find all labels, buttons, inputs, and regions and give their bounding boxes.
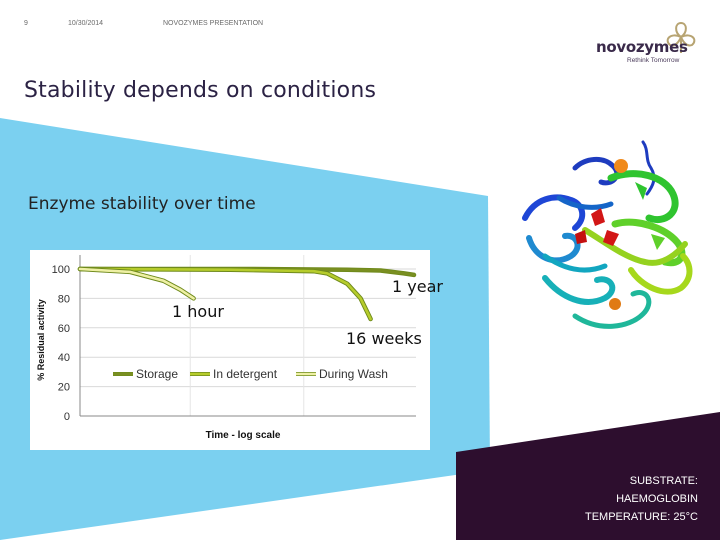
slide-number: 9 bbox=[24, 20, 28, 27]
y-tick-label: 0 bbox=[64, 411, 70, 423]
axes bbox=[79, 255, 416, 417]
legend-label: In detergent bbox=[213, 367, 278, 381]
experiment-conditions: SUBSTRATE: HAEMOGLOBIN TEMPERATURE: 25°C bbox=[585, 472, 698, 526]
presentation-name: NOVOZYMES PRESENTATION bbox=[163, 20, 264, 27]
dark-purple-panel bbox=[456, 412, 720, 540]
logo-tagline: Rethink Tomorrow bbox=[627, 57, 680, 64]
y-tick-label: 40 bbox=[58, 352, 70, 364]
y-tick-labels: 0 20 40 60 80 100 bbox=[52, 264, 70, 423]
series-lines bbox=[77, 266, 417, 322]
legend: Storage In detergent During Wash bbox=[113, 367, 388, 381]
substrate-label: SUBSTRATE: bbox=[629, 475, 698, 487]
y-tick-label: 100 bbox=[52, 264, 70, 276]
y-tick-label: 60 bbox=[58, 323, 70, 335]
legend-label: During Wash bbox=[319, 367, 388, 381]
series-line bbox=[78, 267, 195, 300]
x-axis-label: Time - log scale bbox=[206, 430, 281, 441]
protein-structure-icon bbox=[522, 140, 693, 329]
callout-1-hour: 1 hour bbox=[172, 302, 224, 321]
logo-wordmark: novozymes bbox=[596, 38, 688, 56]
callout-16-weeks: 16 weeks bbox=[346, 329, 422, 348]
callout-1-year: 1 year bbox=[392, 277, 443, 296]
y-tick-label: 80 bbox=[58, 293, 70, 305]
legend-label: Storage bbox=[136, 367, 178, 381]
slide-date: 10/30/2014 bbox=[68, 20, 104, 27]
temperature-label: TEMPERATURE: 25°C bbox=[585, 511, 698, 523]
y-axis-label: % Residual activity bbox=[36, 299, 46, 381]
page-title: Stability depends on conditions bbox=[24, 78, 377, 103]
novozymes-logo-mark-icon bbox=[666, 21, 696, 53]
substrate-value: HAEMOGLOBIN bbox=[616, 493, 698, 505]
chart-subtitle: Enzyme stability over time bbox=[28, 194, 256, 214]
y-tick-label: 20 bbox=[58, 382, 70, 394]
series-line bbox=[78, 267, 372, 321]
chart-area bbox=[30, 250, 430, 450]
